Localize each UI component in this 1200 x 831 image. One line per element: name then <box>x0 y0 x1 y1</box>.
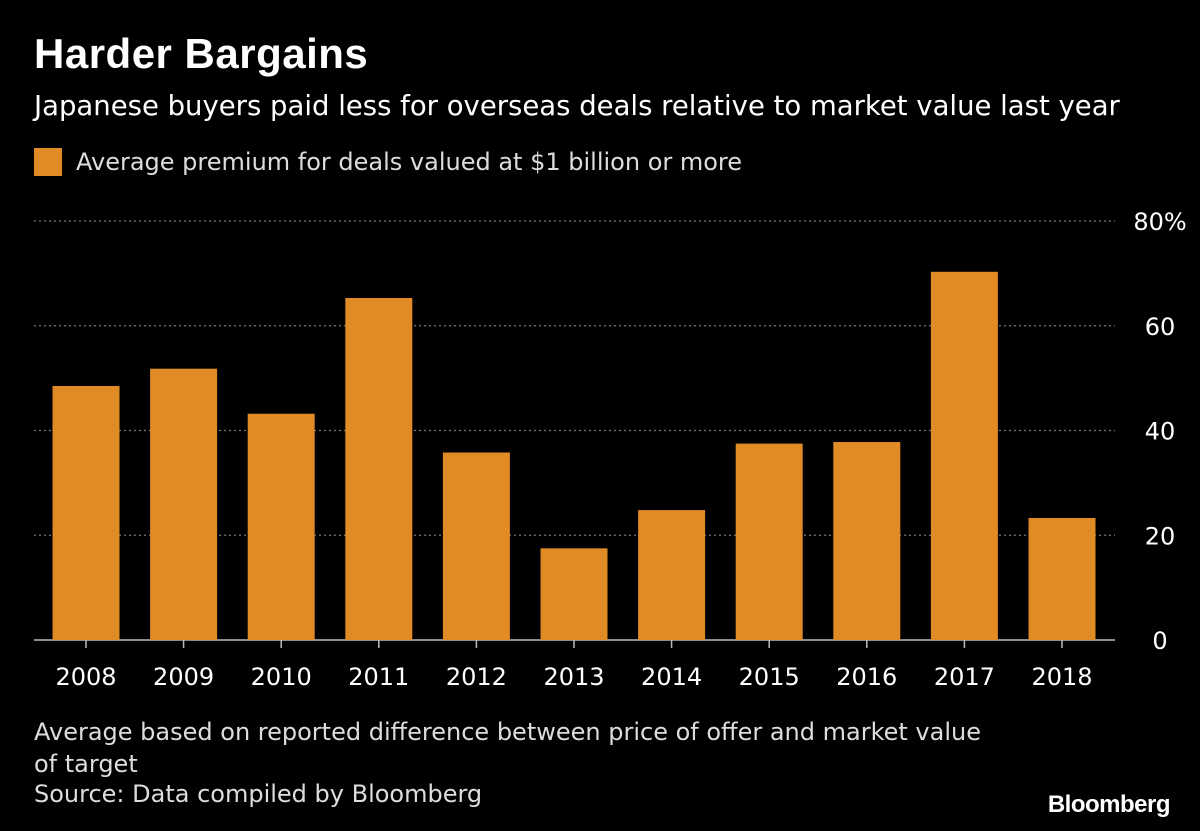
y-tick-label: 0 <box>1152 627 1167 655</box>
legend: Average premium for deals valued at $1 b… <box>34 148 742 176</box>
bloomberg-logo: Bloomberg <box>1047 791 1171 818</box>
y-tick-label: 40 <box>1145 418 1176 446</box>
x-tick-label: 2009 <box>153 663 214 691</box>
bar-2011 <box>345 297 413 640</box>
y-tick-label: 20 <box>1145 522 1176 550</box>
bar-2008 <box>52 385 120 640</box>
x-tick-label: 2014 <box>641 663 702 691</box>
source-note: Source: Data compiled by Bloomberg <box>34 780 483 808</box>
bar-2012 <box>442 452 510 640</box>
bars <box>52 271 1096 640</box>
x-tick-label: 2010 <box>251 663 312 691</box>
chart-title: Harder Bargains <box>34 30 369 77</box>
x-tick-label: 2012 <box>446 663 507 691</box>
bar-2015 <box>735 443 803 640</box>
y-axis-ticks: 0 20 40 60 80% <box>1133 208 1186 655</box>
x-tick-label: 2017 <box>934 663 995 691</box>
x-tick-label: 2011 <box>348 663 409 691</box>
x-tick-label: 2008 <box>55 663 116 691</box>
x-tick-label: 2015 <box>739 663 800 691</box>
bar-2013 <box>540 548 608 640</box>
x-tick-label: 2018 <box>1031 663 1092 691</box>
chart-subtitle: Japanese buyers paid less for overseas d… <box>34 90 1120 122</box>
methodology-note: Average based on reported difference bet… <box>34 718 981 778</box>
bar-2016 <box>833 442 901 640</box>
bar-2014 <box>638 510 706 640</box>
legend-swatch <box>34 148 62 176</box>
bar-2018 <box>1028 517 1096 640</box>
legend-label: Average premium for deals valued at $1 b… <box>76 148 743 176</box>
bar-2017 <box>930 271 998 640</box>
y-tick-label: 60 <box>1145 313 1176 341</box>
y-tick-label: 80% <box>1133 208 1186 236</box>
bar-2010 <box>247 413 315 640</box>
x-axis-ticks: 2008 2009 2010 2011 2012 2013 2014 2015 2016 2017… <box>55 640 1093 691</box>
x-tick-label: 2013 <box>543 663 604 691</box>
x-tick-label: 2016 <box>836 663 897 691</box>
bar-2009 <box>150 368 218 640</box>
